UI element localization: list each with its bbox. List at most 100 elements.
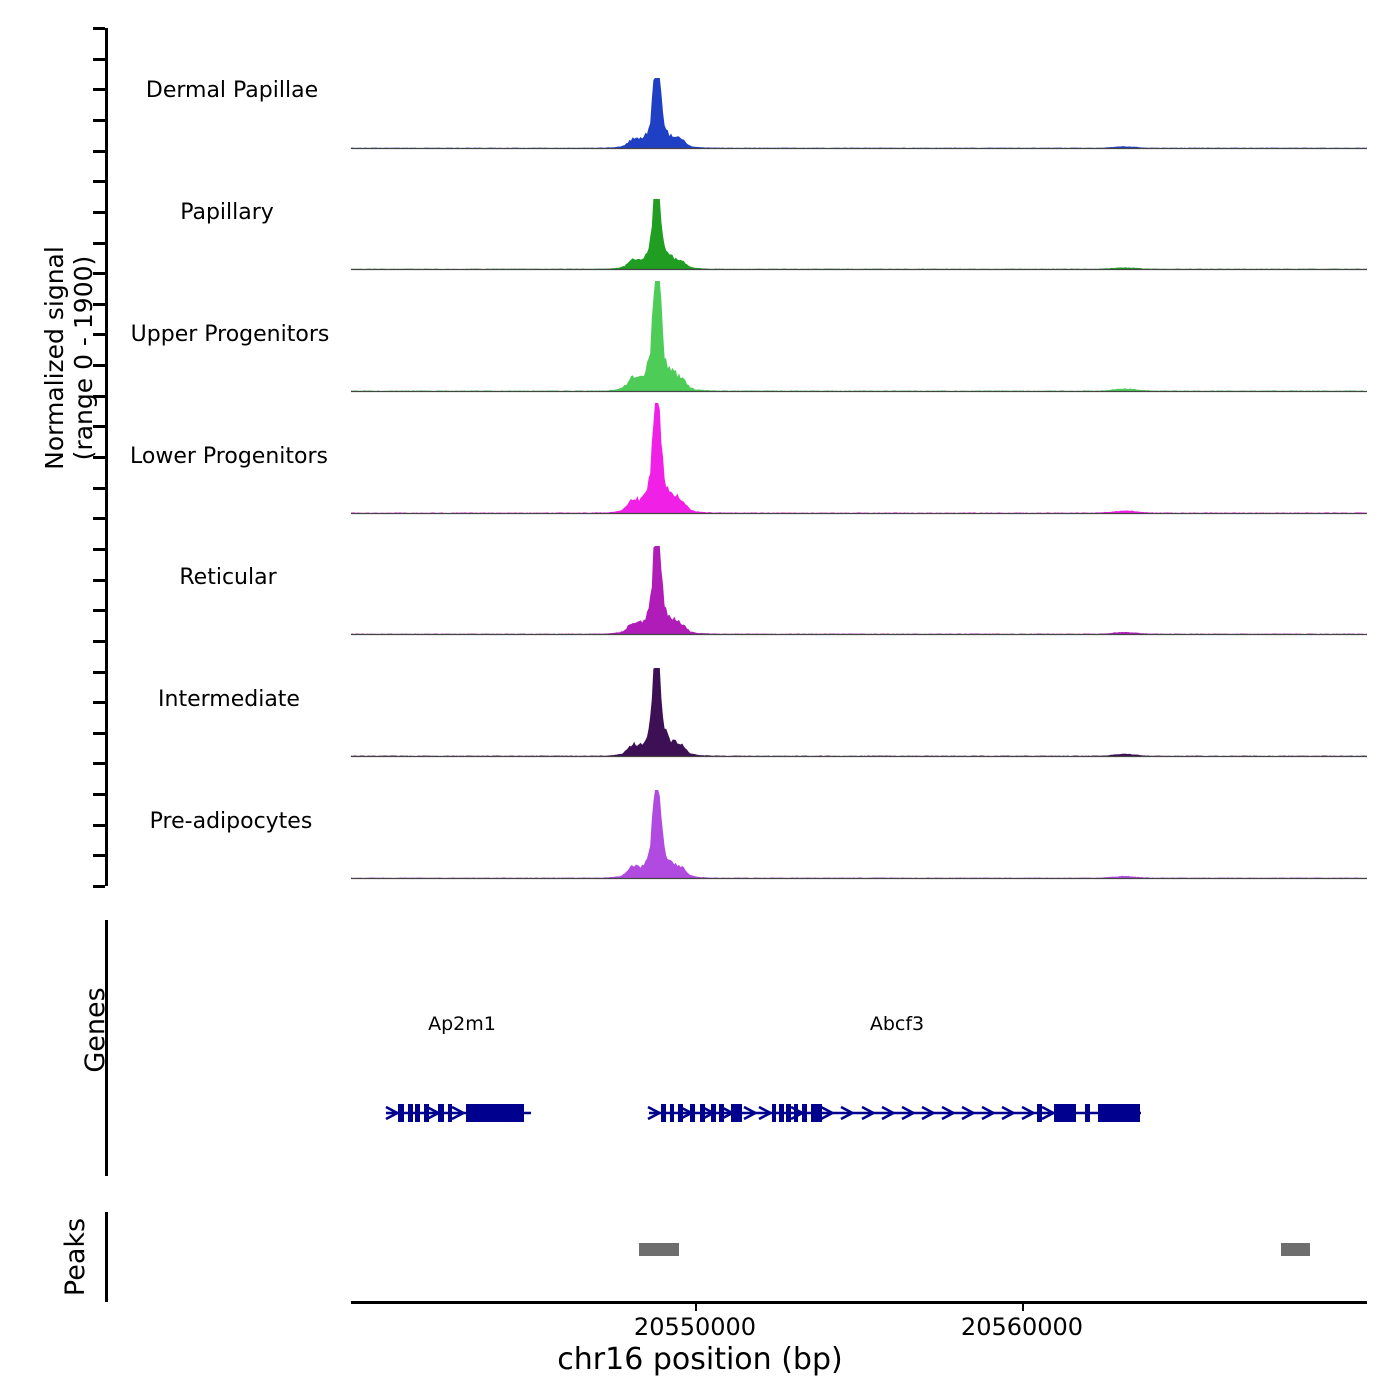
gene-exon [678,1104,683,1122]
y-axis-tick [93,394,105,398]
gene-strand-arrow [426,1105,442,1121]
track-label-intermediate: Intermediate [158,687,300,712]
y-axis-tick [93,854,105,858]
track-signal-profile [351,403,1367,515]
y-axis-tick [93,27,105,30]
x-axis-tick [695,1304,697,1311]
gene-strand-arrow [679,1105,695,1121]
genes-panel-axis [105,920,108,1176]
track-label-dermal-papillae: Dermal Papillae [145,78,319,103]
gene-strand-arrow [861,1105,877,1121]
gene-strand-arrow [790,1105,806,1121]
y-axis-tick [93,57,105,61]
track-label-lower-progenitors: Lower Progenitors [130,444,328,469]
peaks-panel-axis [105,1212,108,1302]
gene-strand-arrow [981,1105,997,1121]
gene-strand-arrow [901,1105,917,1121]
peaks-panel-label: Peaks [55,1157,95,1357]
y-axis-tick [93,302,105,306]
gene-exon [661,1104,666,1122]
y-axis-tick [93,547,105,551]
track-label-upper-progenitors: Upper Progenitors [130,322,330,347]
track-label-reticular: Reticular [179,565,277,590]
gene-strand-arrow [961,1105,977,1121]
y-axis-tick [93,272,105,276]
peak-region[interactable] [1281,1243,1310,1256]
gene-exon [448,1104,452,1122]
x-axis-tick-label: 20550000 [633,1313,757,1341]
y-axis-tick [93,701,105,705]
gene-model-abcf3[interactable] [0,1093,1400,1133]
gene-label-ap2m1: Ap2m1 [428,1013,496,1035]
gene-model-ap2m1[interactable] [0,1093,1400,1133]
y-axis-label-line-2: (range 0 - 1900) [69,255,98,461]
gene-exon [731,1104,742,1122]
y-axis-tick [93,793,105,797]
y-axis-tick [93,609,105,613]
gene-exon [398,1104,404,1122]
signal-panel-y-axis [105,28,108,886]
x-axis-label: chr16 position (bp) [0,1342,1400,1377]
x-axis-tick [1022,1304,1024,1311]
gene-strand-arrow [1001,1105,1017,1121]
track-signal-profile [351,78,1367,150]
x-axis-line [351,1301,1367,1304]
gene-exon [415,1104,420,1122]
track-signal-profile [351,790,1367,880]
gene-exon [1085,1104,1090,1122]
gene-exon [408,1104,413,1122]
y-axis-tick [93,88,105,92]
y-axis-tick [93,180,105,184]
x-axis-tick-label: 20560000 [960,1313,1084,1341]
gene-strand-arrow [1021,1105,1037,1121]
track-label-papillary: Papillary [180,200,274,225]
track-signal-profile [351,668,1367,758]
signal-y-axis-label: Normalized signal (range 0 - 1900) [30,128,110,588]
gene-exon [670,1104,674,1122]
gene-strand-arrow [820,1105,836,1121]
peaks-label-text: Peaks [59,1217,91,1297]
y-axis-tick [93,364,105,368]
y-axis-tick [93,149,105,153]
gene-strand-arrow [720,1105,736,1121]
y-axis-tick [93,333,105,337]
gene-strand-arrow [451,1105,467,1121]
track-signal-profile [351,546,1367,636]
gene-exon [811,1104,822,1122]
y-axis-tick [93,456,105,459]
gene-strand-arrow [1041,1105,1057,1121]
gene-strand-arrow [701,1105,717,1121]
track-signal-profile [351,281,1367,393]
y-axis-tick [93,486,105,490]
gene-strand-arrow [840,1105,856,1121]
y-axis-tick [93,885,105,888]
gene-exon [466,1104,524,1122]
gene-exon [1054,1104,1076,1122]
gene-exon [700,1104,705,1122]
y-axis-tick [93,210,105,214]
y-axis-label-line-1: Normalized signal [40,246,70,470]
gene-exon [1037,1104,1042,1122]
y-axis-tick [93,762,105,766]
gene-exon [719,1104,724,1122]
gene-exon [424,1104,429,1122]
y-axis-tick [93,241,105,245]
gene-strand-arrow [921,1105,937,1121]
gene-exon [786,1104,791,1122]
gene-exon [1098,1104,1140,1122]
y-axis-tick [93,517,105,521]
gene-strand-arrow [743,1105,759,1121]
gene-exon [794,1104,798,1122]
y-axis-tick [93,639,105,643]
gene-strand-arrow [881,1105,897,1121]
track-signal-profile [351,199,1367,271]
peak-region[interactable] [639,1243,679,1256]
y-axis-tick [93,670,105,674]
y-axis-tick [93,731,105,735]
gene-strand-arrow [758,1105,774,1121]
genes-label-text: Genes [79,987,111,1073]
y-axis-tick [93,823,105,827]
x-axis-label-text: chr16 position (bp) [557,1342,843,1377]
gene-strand-arrow [941,1105,957,1121]
